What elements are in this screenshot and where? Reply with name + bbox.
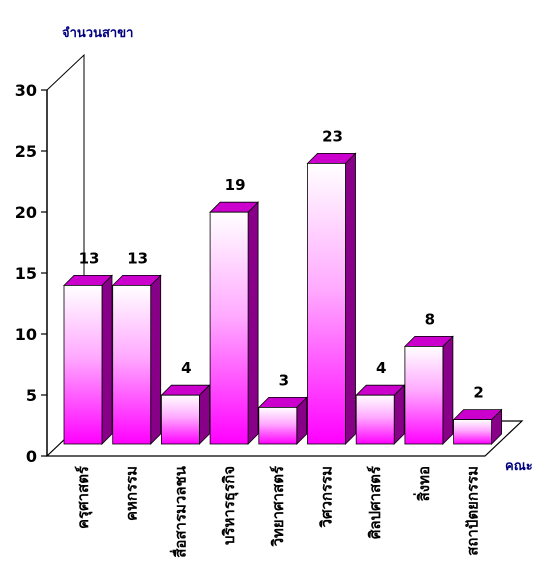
category-label: บริหารธุรกิจ (220, 466, 239, 545)
category-label: วิทยาศาสตร์ (269, 465, 287, 547)
bar-front-face (112, 284, 152, 445)
bar-side-face (442, 335, 454, 445)
y-tick-label: 20 (15, 203, 37, 222)
data-label: 13 (79, 249, 100, 267)
data-label: 3 (279, 371, 289, 389)
y-axis: 0 5 10 15 20 25 30 (15, 81, 47, 466)
bar-front-face (404, 345, 444, 445)
category-label: สถาปัตยกรรม (464, 466, 482, 556)
data-label: 4 (376, 359, 386, 377)
bar-front-face (160, 394, 200, 445)
bar: 23 (306, 127, 357, 445)
category-label: วิศวกรรม (318, 466, 336, 528)
y-tick-label: 0 (26, 447, 37, 466)
data-label: 13 (127, 249, 148, 267)
y-axis-title: จำนวนสาขา (62, 25, 133, 41)
bar-front-face (355, 394, 395, 445)
bar: 3 (257, 371, 308, 445)
bar-front-face (258, 406, 298, 445)
bar-side-face (150, 274, 162, 445)
data-label: 4 (181, 359, 191, 377)
bars: 13 13 4 19 3 23 4 8 2 (63, 127, 503, 445)
y-tick-label: 30 (15, 81, 37, 100)
y-tick-label: 5 (26, 386, 37, 405)
y-tick-label: 10 (15, 325, 37, 344)
data-label: 23 (322, 127, 343, 145)
bar: 19 (209, 176, 260, 445)
bar-side-face (247, 201, 259, 445)
data-label: 2 (473, 384, 483, 402)
bar-side-face (345, 152, 356, 445)
y-tick-label: 25 (15, 142, 37, 161)
category-label: สิ่งทอ (413, 466, 433, 501)
data-label: 8 (425, 310, 435, 328)
category-label: คหกรรม (123, 466, 141, 521)
bar: 2 (452, 384, 503, 445)
data-label: 19 (225, 176, 246, 194)
category-label: ศิลปศาสตร์ (366, 465, 384, 539)
bar: 4 (160, 359, 211, 445)
bar: 13 (63, 249, 113, 445)
bar-front-face (453, 419, 493, 445)
bar-side-face (101, 274, 113, 445)
y-tick-label: 15 (15, 264, 37, 283)
bar-front-face (307, 162, 346, 445)
category-label: ครุศาสตร์ (74, 465, 93, 529)
category-label: สื่อสารมวลชน (169, 465, 189, 557)
x-axis-title: คณะ (505, 459, 533, 474)
bar: 4 (355, 359, 406, 445)
bar: 8 (403, 310, 454, 445)
bar-front-face (209, 211, 249, 445)
bar-front-face (63, 284, 103, 445)
bar: 13 (111, 249, 162, 445)
x-axis: ครุศาสตร์ คหกรรม สื่อสารมวลชน บริหารธุรกิจ ว… (74, 465, 482, 558)
